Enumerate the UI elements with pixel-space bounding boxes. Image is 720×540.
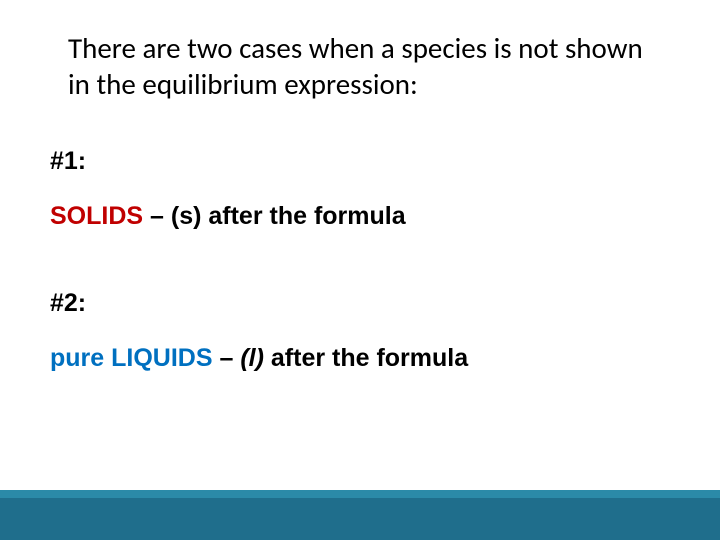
case-2-paren: (l) <box>240 344 264 372</box>
solids-keyword: SOLIDS <box>50 202 143 230</box>
case-1-num-label: #1: <box>50 147 86 175</box>
case-2-num-label: #2: <box>50 289 86 317</box>
case-2-number: #2: <box>50 289 670 318</box>
slide-heading: There are two cases when a species is no… <box>50 30 670 103</box>
case-1-text: SOLIDS – (s) after the formula <box>50 202 670 231</box>
case-1-rest: – (s) after the formula <box>143 202 406 230</box>
footer-accent-bar <box>0 490 720 498</box>
spacer <box>50 257 670 289</box>
liquids-keyword: LIQUIDS <box>111 344 212 372</box>
case-2-dash: – <box>213 344 241 372</box>
slide: There are two cases when a species is no… <box>0 0 720 540</box>
liquids-pre: pure <box>50 344 111 372</box>
case-1-number: #1: <box>50 147 670 176</box>
case-2-text: pure LIQUIDS – (l) after the formula <box>50 344 670 373</box>
footer-bar <box>0 498 720 540</box>
case-2-rest: after the formula <box>264 344 468 372</box>
